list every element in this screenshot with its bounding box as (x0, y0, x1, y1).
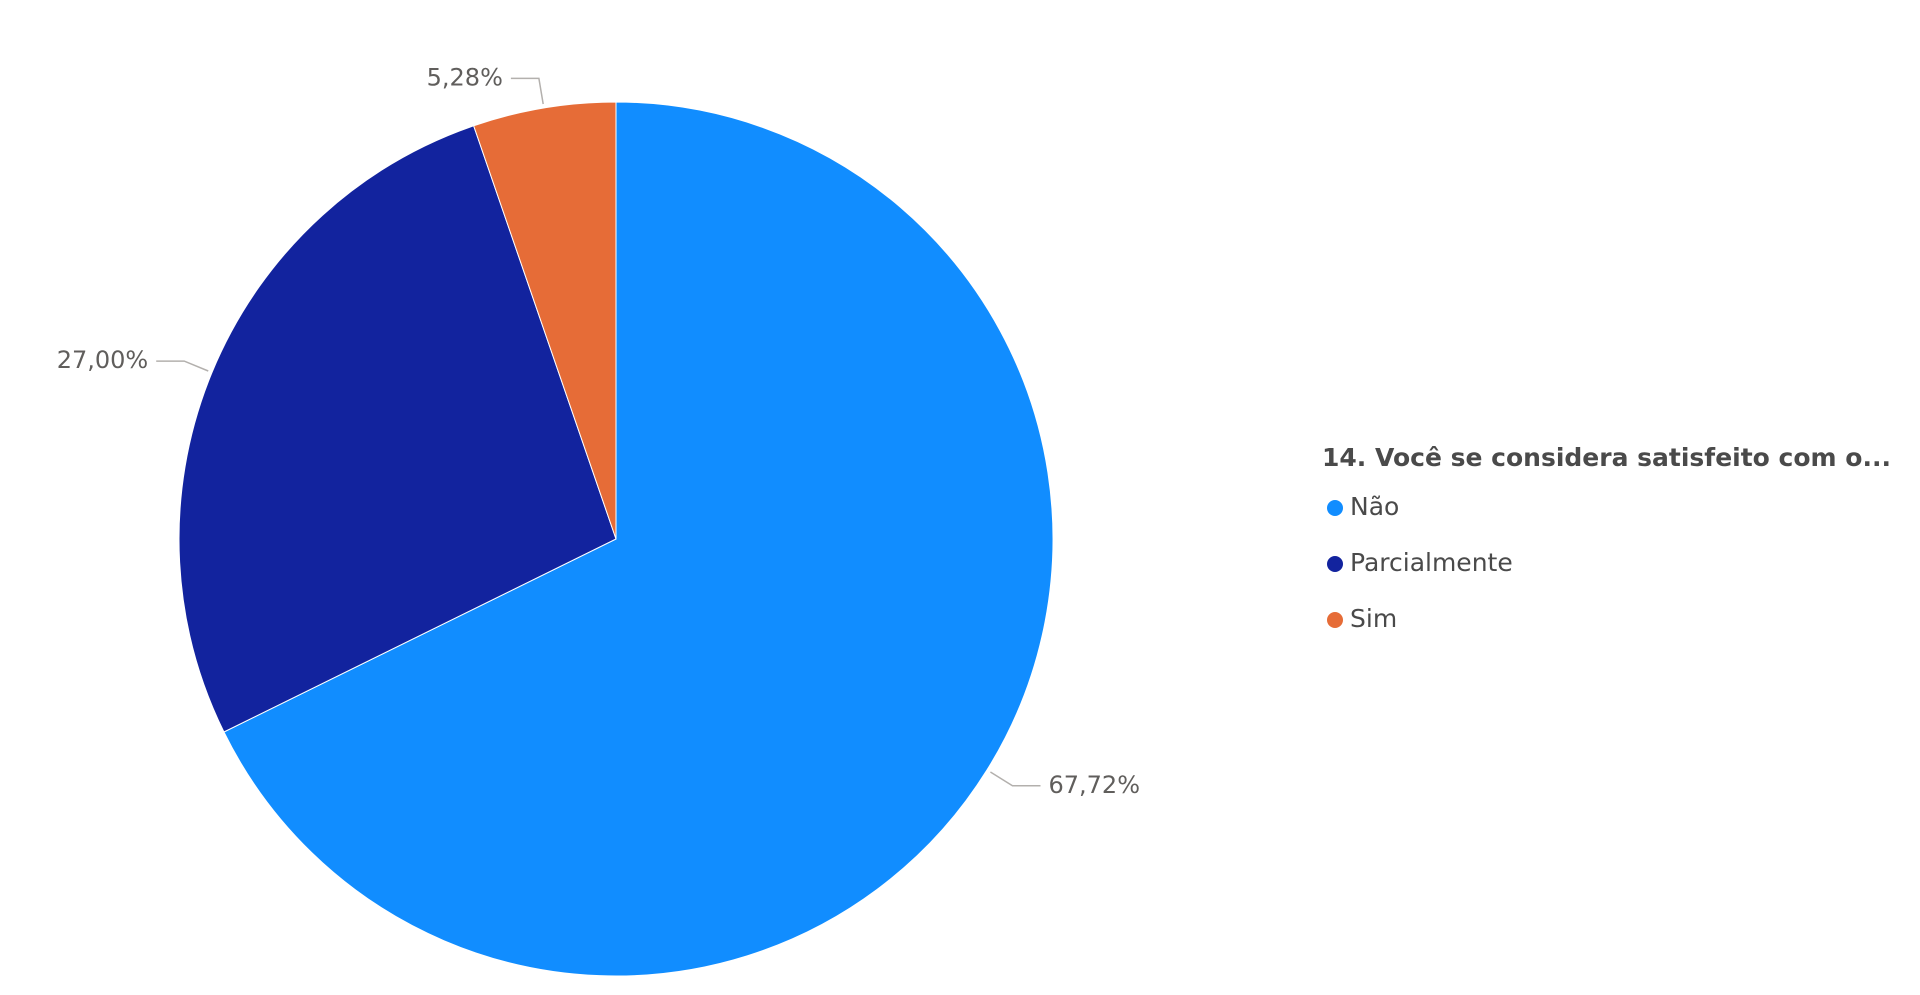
data-label: 67,72% (1048, 771, 1140, 799)
leader-line (156, 360, 209, 372)
pie-slice (178, 125, 617, 733)
legend-title: 14. Você se considera satisfeito com o..… (1322, 443, 1891, 472)
legend-item: Sim (1350, 604, 1397, 633)
legend-marker (1327, 556, 1343, 572)
legend-marker (1327, 612, 1343, 628)
pie-slice (473, 101, 617, 540)
leader-line (510, 77, 544, 105)
data-label: 5,28% (427, 63, 503, 91)
legend-item: Não (1350, 492, 1399, 521)
leader-line (990, 771, 1041, 787)
data-label: 27,00% (57, 346, 149, 374)
pie-slice (223, 101, 1054, 977)
legend-marker (1327, 500, 1343, 516)
legend-item: Parcialmente (1350, 548, 1513, 577)
